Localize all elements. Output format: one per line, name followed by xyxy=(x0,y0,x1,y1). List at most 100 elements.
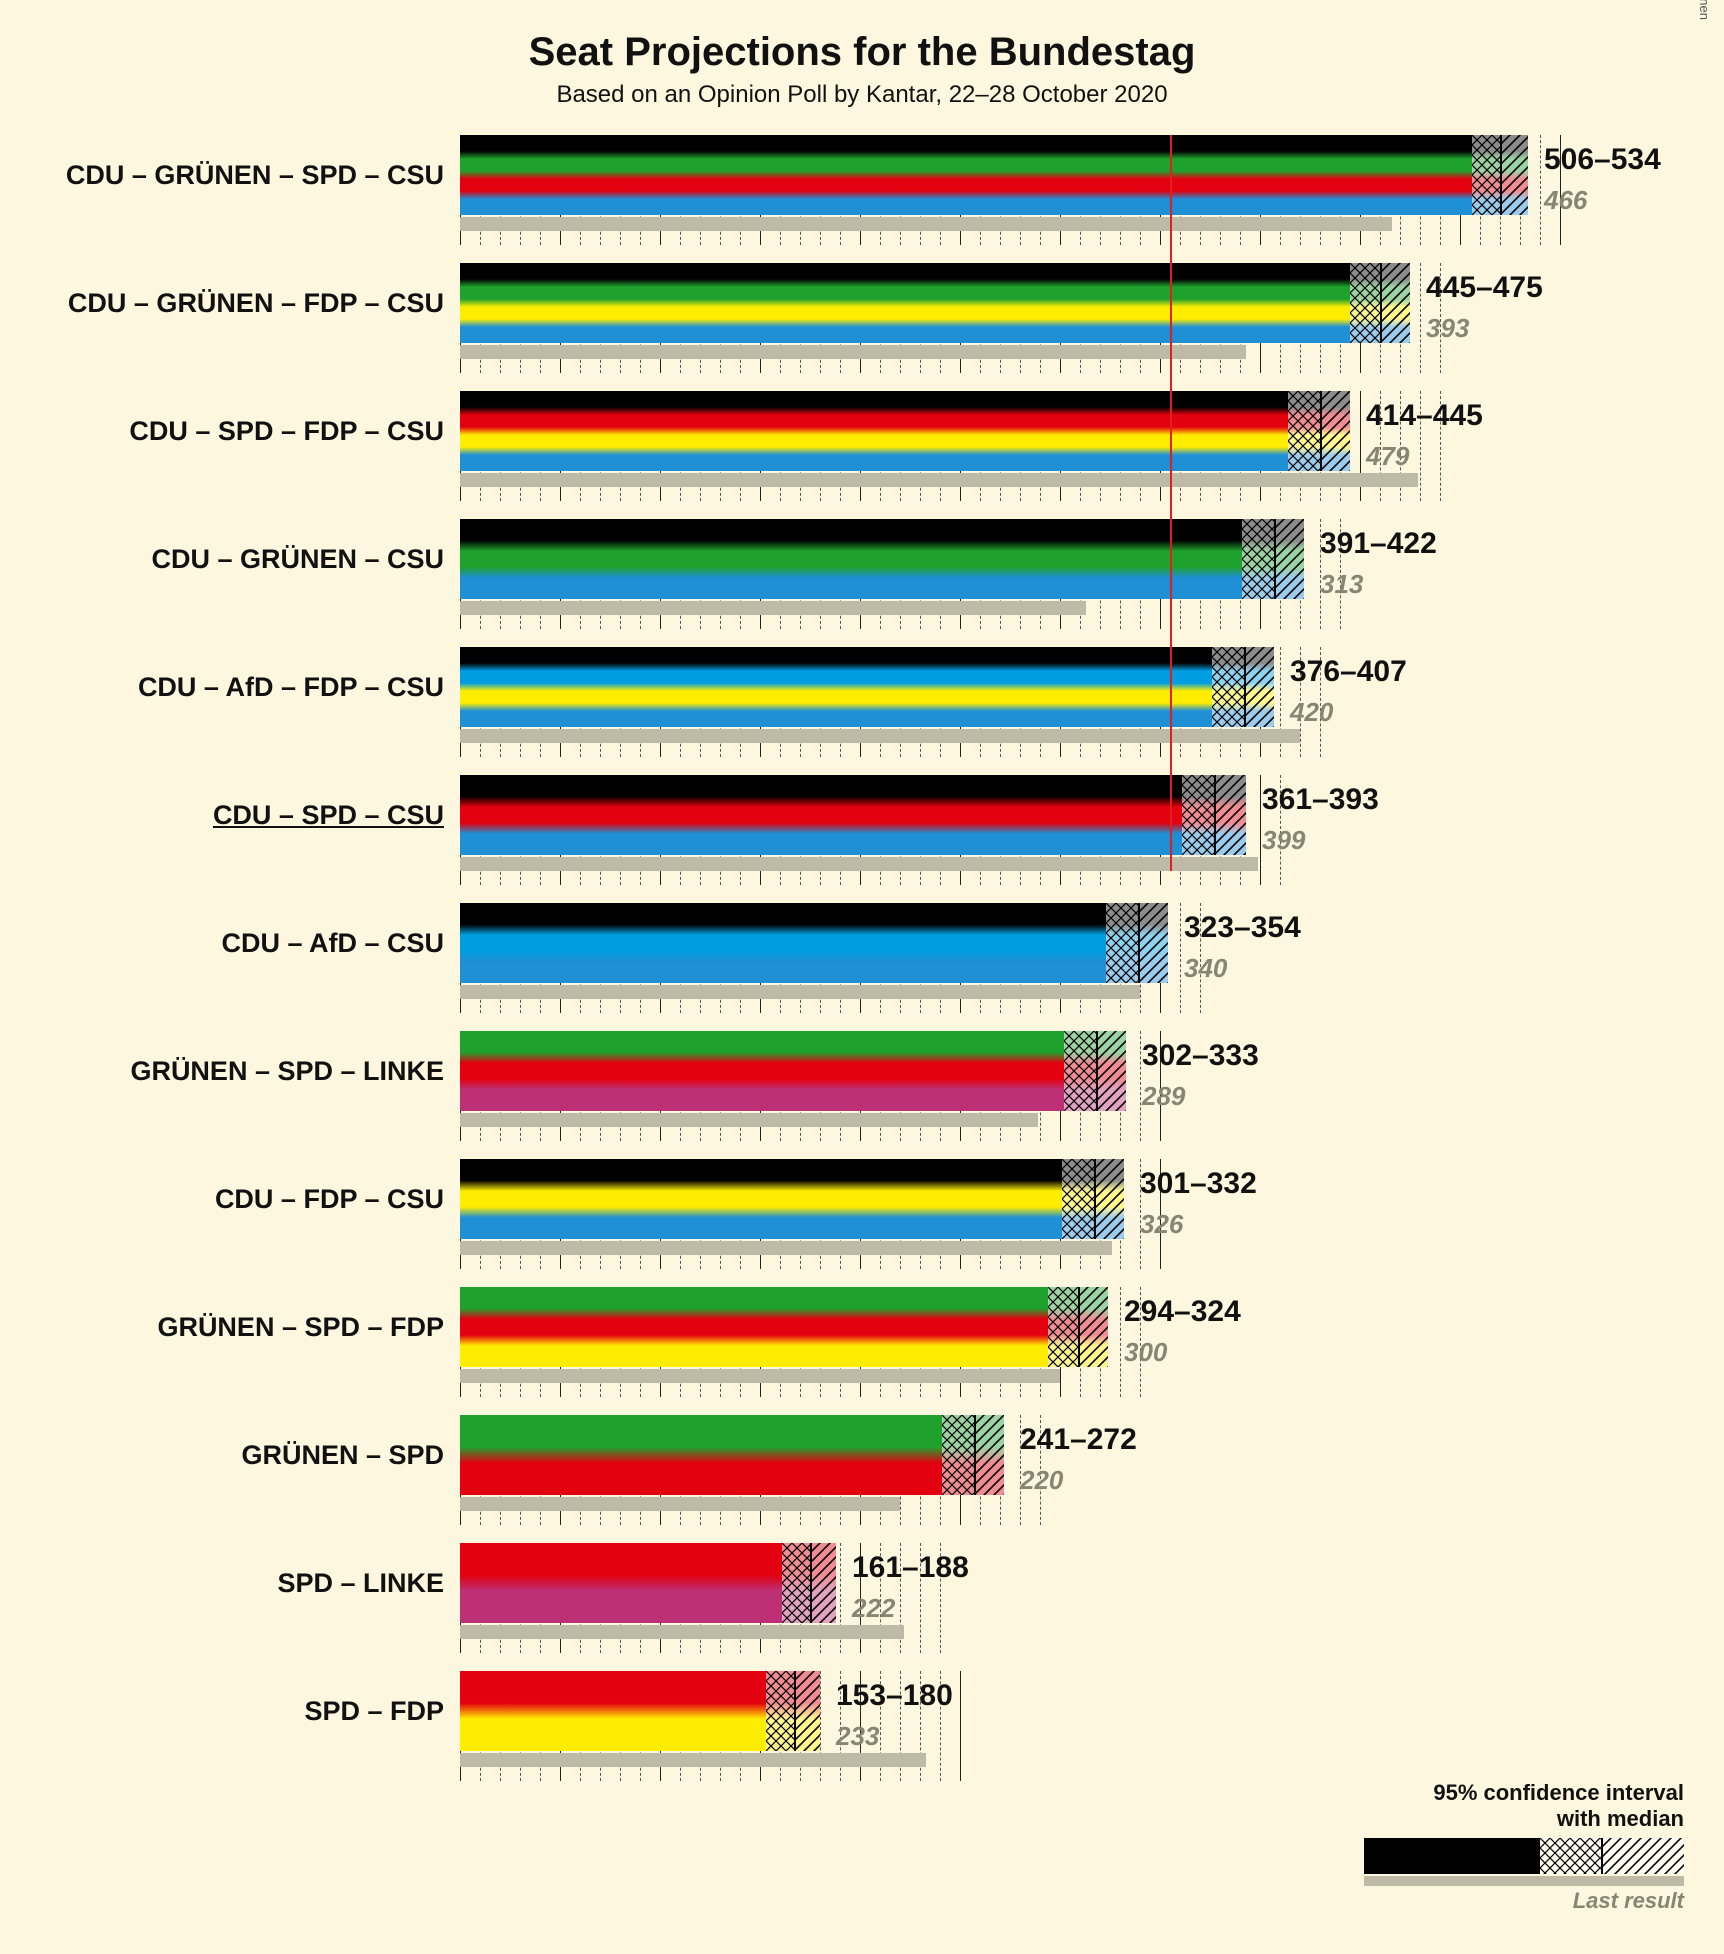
ci-low-to-median xyxy=(1212,647,1244,727)
ci-low-to-median xyxy=(1472,135,1500,215)
coalition-row: GRÜNEN – SPD – FDP 294–324 300 xyxy=(40,1287,1684,1415)
ci-median-to-high xyxy=(1138,903,1168,983)
median-marker xyxy=(1138,903,1140,983)
coalition-label: GRÜNEN – SPD – FDP xyxy=(40,1287,460,1367)
last-result-bar xyxy=(460,217,1392,231)
last-result-bar xyxy=(460,1113,1038,1127)
last-result-value: 326 xyxy=(1140,1209,1183,1240)
median-marker xyxy=(1380,263,1382,343)
coalition-label: GRÜNEN – SPD xyxy=(40,1415,460,1495)
median-marker xyxy=(974,1415,976,1495)
legend: 95% confidence interval with median Last… xyxy=(1324,1780,1684,1914)
chart-subtitle: Based on an Opinion Poll by Kantar, 22–2… xyxy=(40,81,1684,109)
legend-last-bar xyxy=(1364,1876,1684,1886)
last-result-bar xyxy=(460,985,1140,999)
projection-bar xyxy=(460,263,1410,343)
coalition-label: GRÜNEN – SPD – LINKE xyxy=(40,1031,460,1111)
ci-low-to-median xyxy=(1182,775,1214,855)
median-marker xyxy=(1096,1031,1098,1111)
range-value: 445–475 xyxy=(1426,271,1543,305)
legend-line-1: 95% confidence interval xyxy=(1324,1780,1684,1806)
legend-median-marker xyxy=(1601,1838,1603,1874)
last-result-value: 222 xyxy=(852,1593,895,1624)
last-result-value: 420 xyxy=(1290,697,1333,728)
coalition-row: CDU – FDP – CSU 301–332 326 xyxy=(40,1159,1684,1287)
range-value: 294–324 xyxy=(1124,1295,1241,1329)
legend-solid xyxy=(1364,1838,1540,1874)
coalition-label: CDU – FDP – CSU xyxy=(40,1159,460,1239)
projection-bar xyxy=(460,1543,836,1623)
ci-median-to-high xyxy=(1274,519,1304,599)
median-marker xyxy=(1320,391,1322,471)
plot-area: 376–407 420 xyxy=(460,647,1684,775)
median-marker xyxy=(1078,1287,1080,1367)
coalition-label: CDU – GRÜNEN – SPD – CSU xyxy=(40,135,460,215)
last-result-bar xyxy=(460,473,1418,487)
plot-area: 294–324 300 xyxy=(460,1287,1684,1415)
ci-median-to-high xyxy=(1244,647,1274,727)
ci-median-to-high xyxy=(810,1543,836,1623)
last-result-value: 220 xyxy=(1020,1465,1063,1496)
seat-projection-chart: CDU – GRÜNEN – SPD – CSU506–534466CDU – … xyxy=(40,135,1684,1799)
projection-bar xyxy=(460,775,1246,855)
coalition-row: CDU – GRÜNEN – SPD – CSU506–534466 xyxy=(40,135,1684,263)
coalition-label: CDU – SPD – CSU xyxy=(40,775,460,855)
projection-bar xyxy=(460,1159,1124,1239)
projection-bar xyxy=(460,519,1304,599)
projection-bar xyxy=(460,1031,1126,1111)
coalition-row: CDU – AfD – FDP – CSU376–407420 xyxy=(40,647,1684,775)
ci-median-to-high xyxy=(1078,1287,1108,1367)
coalition-row: CDU – AfD – CSU 323–354 340 xyxy=(40,903,1684,1031)
range-value: 391–422 xyxy=(1320,527,1437,561)
last-result-bar xyxy=(460,1753,926,1767)
plot-area: 391–422313 xyxy=(460,519,1684,647)
legend-line-2: with median xyxy=(1324,1806,1684,1832)
coalition-row: GRÜNEN – SPD – LINKE302–333289 xyxy=(40,1031,1684,1159)
range-value: 414–445 xyxy=(1366,399,1483,433)
range-value: 376–407 xyxy=(1290,655,1407,689)
chart-title: Seat Projections for the Bundestag xyxy=(40,30,1684,75)
ci-low-to-median xyxy=(1048,1287,1078,1367)
coalition-row: GRÜNEN – SPD241–272220 xyxy=(40,1415,1684,1543)
last-result-bar xyxy=(460,729,1300,743)
coalition-row: CDU – SPD – FDP – CSU414–445479 xyxy=(40,391,1684,519)
range-value: 301–332 xyxy=(1140,1167,1257,1201)
projection-bar xyxy=(460,647,1274,727)
coalition-label: CDU – AfD – CSU xyxy=(40,903,460,983)
last-result-value: 340 xyxy=(1184,953,1227,984)
ci-median-to-high xyxy=(1380,263,1410,343)
projection-bar xyxy=(460,391,1350,471)
coalition-label: SPD – LINKE xyxy=(40,1543,460,1623)
plot-area: 161–188222 xyxy=(460,1543,1684,1671)
median-marker xyxy=(1094,1159,1096,1239)
plot-area: 414–445 479 xyxy=(460,391,1684,519)
ci-low-to-median xyxy=(766,1671,794,1751)
legend-diag xyxy=(1601,1838,1684,1874)
ci-low-to-median xyxy=(942,1415,974,1495)
plot-area: 323–354 340 xyxy=(460,903,1684,1031)
last-result-value: 233 xyxy=(836,1721,879,1752)
last-result-value: 289 xyxy=(1142,1081,1185,1112)
last-result-bar xyxy=(460,1497,900,1511)
last-result-bar xyxy=(460,345,1246,359)
plot-area: 506–534466 xyxy=(460,135,1684,263)
projection-bar xyxy=(460,135,1528,215)
range-value: 323–354 xyxy=(1184,911,1301,945)
coalition-row: CDU – GRÜNEN – CSU391–422313 xyxy=(40,519,1684,647)
last-result-bar xyxy=(460,857,1258,871)
legend-line-3: Last result xyxy=(1324,1888,1684,1914)
last-result-value: 300 xyxy=(1124,1337,1167,1368)
median-marker xyxy=(1274,519,1276,599)
coalition-row: SPD – LINKE161–188222 xyxy=(40,1543,1684,1671)
plot-area: 301–332 326 xyxy=(460,1159,1684,1287)
median-marker xyxy=(794,1671,796,1751)
last-result-value: 479 xyxy=(1366,441,1409,472)
last-result-value: 399 xyxy=(1262,825,1305,856)
ci-low-to-median xyxy=(1350,263,1380,343)
ci-median-to-high xyxy=(1214,775,1246,855)
copyright-text: © 2021 Filip van Laenen xyxy=(1697,0,1712,20)
plot-area: 361–393399 xyxy=(460,775,1684,903)
coalition-label: CDU – GRÜNEN – FDP – CSU xyxy=(40,263,460,343)
ci-median-to-high xyxy=(1500,135,1528,215)
legend-crosshatch xyxy=(1540,1838,1601,1874)
